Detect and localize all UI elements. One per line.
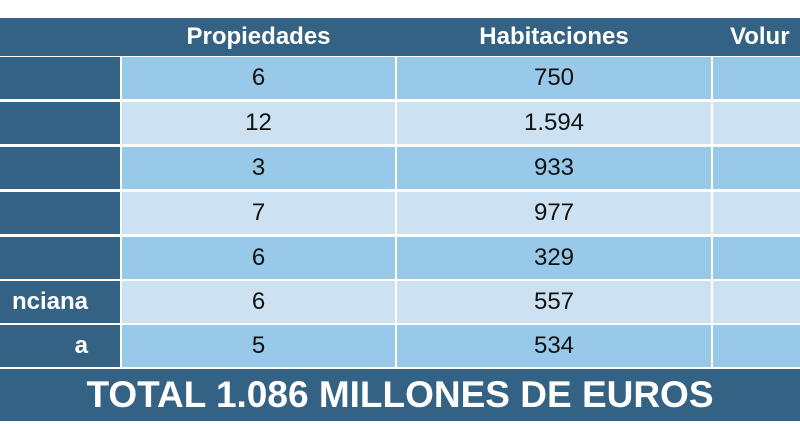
header-volumen: Volur (730, 23, 790, 50)
cell-habitaciones: 977 (397, 192, 711, 234)
row-name-cell: nciana (0, 281, 120, 323)
table-row: nciana 6 557 (0, 281, 800, 325)
cell-propiedades: 6 (122, 57, 395, 99)
cell-propiedades: 5 (122, 325, 395, 367)
row-name: a (74, 332, 88, 359)
cell-volumen (713, 281, 800, 323)
cell-habitaciones: 933 (397, 147, 711, 189)
row-name-cell (0, 102, 120, 144)
table-row: 12 1.594 (0, 102, 800, 146)
cell-habitaciones: 557 (397, 281, 711, 323)
cell-propiedades: 6 (122, 281, 395, 323)
row-name-cell: a (0, 325, 120, 367)
table-row: 6 329 (0, 237, 800, 281)
cell-volumen (713, 237, 800, 279)
cell-volumen (713, 147, 800, 189)
table-row: a 5 534 (0, 325, 800, 369)
row-name-cell (0, 147, 120, 189)
cell-propiedades: 6 (122, 237, 395, 279)
cell-volumen (713, 325, 800, 367)
cell-volumen (713, 102, 800, 144)
row-name: nciana (11, 288, 88, 315)
row-name-cell (0, 57, 120, 99)
cell-habitaciones: 1.594 (397, 102, 711, 144)
header-habitaciones: Habitaciones (479, 23, 629, 50)
cell-habitaciones: 534 (397, 325, 711, 367)
cell-volumen (713, 57, 800, 99)
row-name-cell (0, 192, 120, 234)
row-name-cell (0, 237, 120, 279)
table-header: Propiedades Habitaciones Volur (0, 18, 800, 56)
cell-propiedades: 3 (122, 147, 395, 189)
cell-habitaciones: 750 (397, 57, 711, 99)
table-row: 3 933 (0, 147, 800, 191)
cell-propiedades: 7 (122, 192, 395, 234)
header-propiedades: Propiedades (186, 23, 331, 50)
total-banner: TOTAL 1.086 MILLONES DE EUROS (0, 369, 800, 421)
table-row: 7 977 (0, 192, 800, 236)
table-row: 6 750 (0, 57, 800, 101)
cell-propiedades: 12 (122, 102, 395, 144)
cell-habitaciones: 329 (397, 237, 711, 279)
cell-volumen (713, 192, 800, 234)
